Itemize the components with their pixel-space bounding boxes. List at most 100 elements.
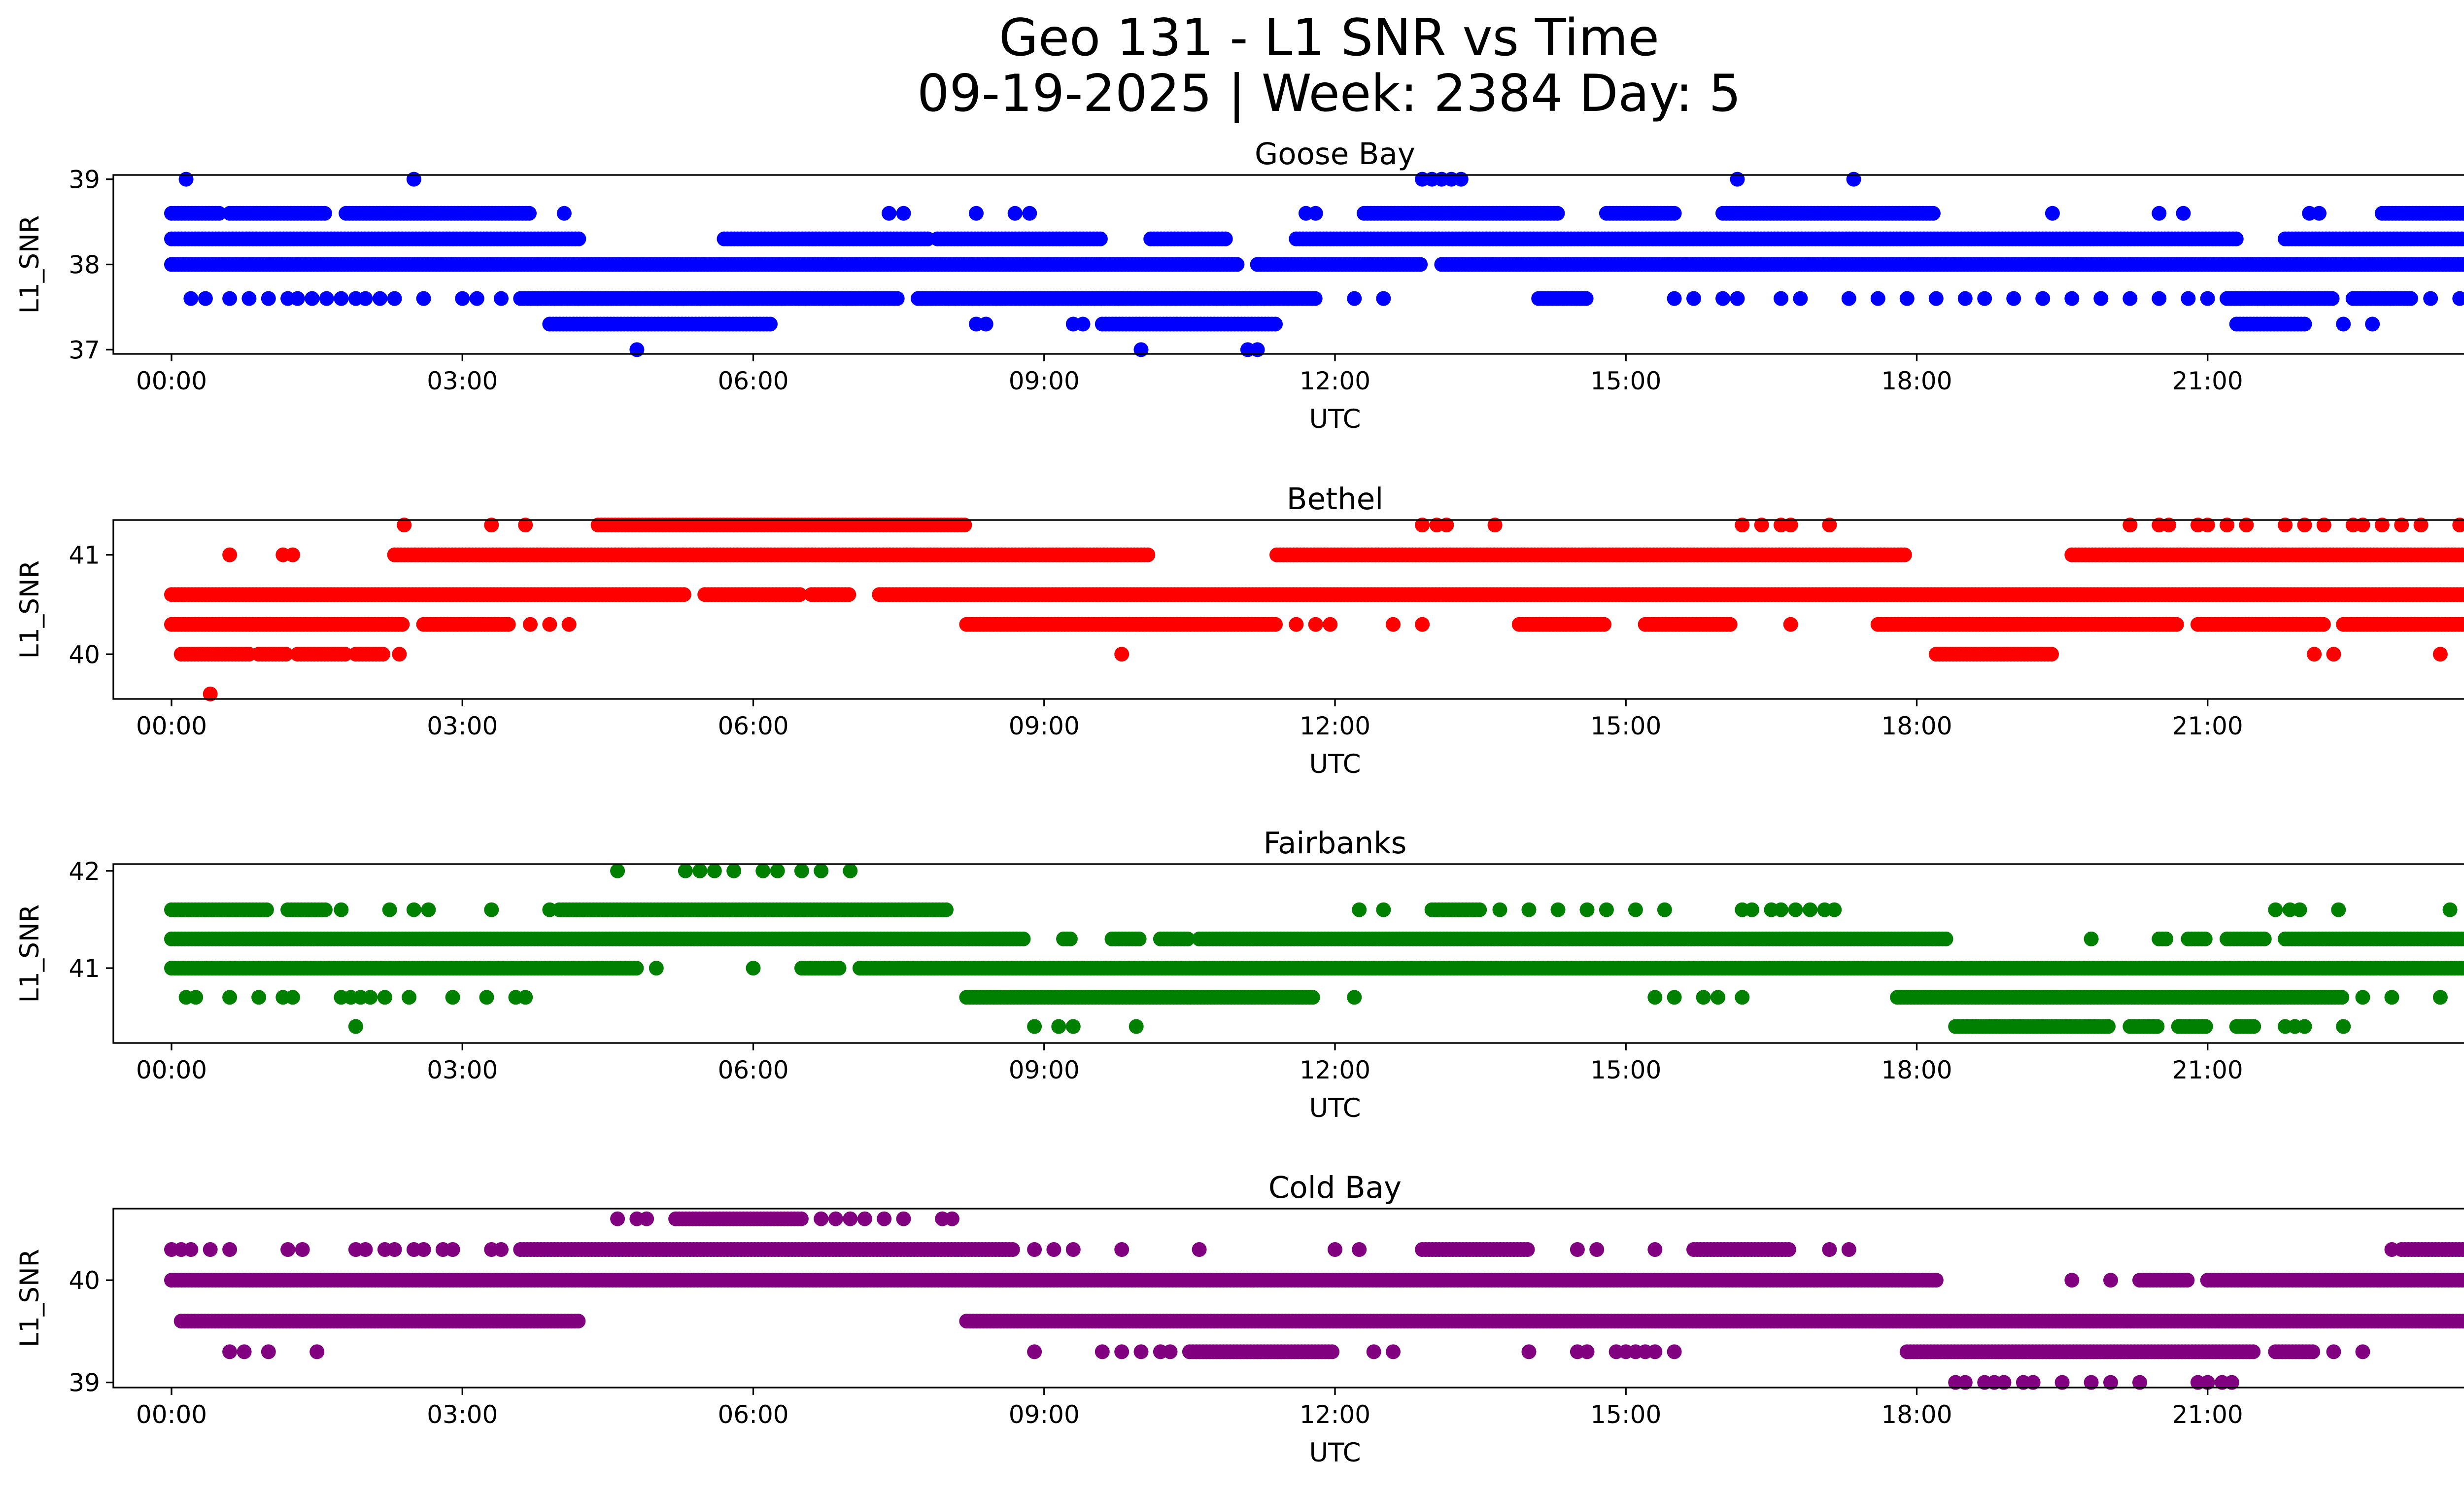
data-point: [358, 291, 373, 306]
data-point: [2460, 207, 2464, 220]
data-point: [1977, 291, 1992, 306]
data-point: [373, 291, 388, 306]
chart-title-line1: Geo 131 - L1 SNR vs Time: [999, 8, 1659, 68]
data-point: [1453, 172, 1469, 187]
data-point: [1289, 617, 1304, 632]
data-point: [763, 316, 778, 332]
data-point: [676, 587, 691, 602]
data-point: [1938, 931, 1953, 946]
data-point: [2093, 291, 2109, 306]
data-point: [178, 172, 194, 187]
data-point: [556, 206, 572, 221]
data-point: [2326, 647, 2341, 662]
data-point: [1268, 617, 1283, 632]
data-point: [2297, 316, 2312, 332]
data-point: [2462, 260, 2464, 269]
data-point: [1323, 617, 1338, 632]
data-point: [841, 587, 856, 602]
data-point: [1022, 206, 1037, 221]
data-point: [1686, 291, 1701, 306]
data-point: [2461, 233, 2464, 245]
x-tick-label: 06:00: [718, 367, 788, 395]
chart-title-line2: 09-19-2025 | Week: 2384 Day: 5: [917, 64, 1741, 123]
data-point: [2459, 257, 2464, 272]
data-point: [1347, 291, 1362, 306]
y-tick-label: 40: [68, 640, 100, 669]
data-point: [494, 291, 509, 306]
data-point: [2257, 931, 2272, 946]
y-tick-label: 41: [68, 541, 100, 570]
data-point: [1793, 291, 1808, 306]
x-tick-label: 00:00: [136, 367, 207, 395]
data-point: [1897, 547, 1912, 562]
data-point: [2176, 206, 2191, 221]
data-point: [2122, 291, 2138, 306]
data-point: [1899, 291, 1915, 306]
y-tick-label: 39: [68, 166, 100, 194]
data-point: [2064, 291, 2080, 306]
subplot-title: Fairbanks: [1264, 826, 1407, 861]
data-point: [1722, 617, 1738, 632]
data-point: [1667, 291, 1682, 306]
data-point: [1578, 291, 1594, 306]
data-point: [571, 231, 586, 246]
data-point: [317, 206, 332, 221]
data-point: [1730, 172, 1745, 187]
x-tick-label: 21:00: [2172, 712, 2243, 740]
data-point: [2035, 291, 2051, 306]
data-point: [2307, 647, 2322, 662]
x-axis-label: UTC: [1309, 749, 1361, 779]
data-point: [2006, 291, 2021, 306]
y-tick-label: 38: [68, 251, 100, 279]
data-point: [2432, 647, 2448, 662]
data-point: [1062, 931, 1078, 946]
data-point: [1016, 931, 1031, 946]
data-point: [1415, 617, 1430, 632]
x-axis-label: UTC: [1309, 404, 1361, 434]
data-point: [1386, 617, 1401, 632]
data-point: [305, 291, 320, 306]
data-point: [261, 291, 276, 306]
x-tick-label: 03:00: [427, 367, 498, 395]
data-point: [2228, 231, 2244, 246]
data-point: [2312, 206, 2327, 221]
data-point: [2169, 617, 2184, 632]
data-point: [629, 961, 644, 976]
data-point: [522, 206, 537, 221]
x-tick-label: 18:00: [1881, 367, 1952, 395]
data-point: [1308, 206, 1323, 221]
data-point: [1928, 291, 1944, 306]
data-point: [1376, 291, 1391, 306]
data-point: [319, 291, 334, 306]
data-point: [1007, 206, 1023, 221]
data-point: [376, 647, 390, 662]
data-point: [2158, 931, 2174, 946]
x-tick-label: 12:00: [1300, 367, 1370, 395]
data-point: [1250, 342, 1265, 357]
data-point: [290, 291, 305, 306]
data-point: [2325, 291, 2340, 306]
data-point: [2181, 291, 2196, 306]
data-point: [198, 291, 213, 306]
data-point: [501, 617, 516, 632]
data-point: [285, 547, 300, 562]
data-point: [890, 291, 905, 306]
x-tick-label: 03:00: [427, 712, 498, 740]
data-point: [2197, 931, 2213, 946]
data-point: [1307, 291, 1323, 306]
data-point: [561, 617, 577, 632]
x-tick-label: 09:00: [1009, 367, 1080, 395]
data-point: [1114, 647, 1129, 662]
data-point: [455, 291, 470, 306]
data-point: [2152, 206, 2167, 221]
data-point: [1550, 206, 1565, 221]
data-point: [2045, 206, 2060, 221]
data-point: [2336, 316, 2351, 332]
data-point: [392, 647, 407, 662]
data-point: [1841, 291, 1856, 306]
data-point: [1093, 231, 1108, 246]
data-point: [1218, 231, 1233, 246]
